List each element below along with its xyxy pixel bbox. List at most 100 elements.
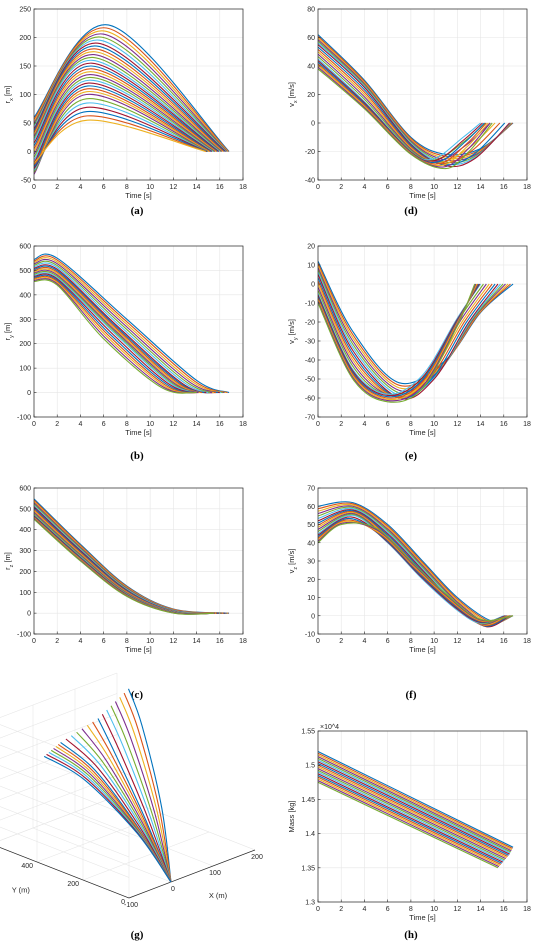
x-tick-label: 4 (78, 638, 82, 645)
x-tick-label: 14 (477, 184, 485, 191)
plot-g: -100010020002004006000100200300400500600… (0, 672, 263, 909)
x-tick-label: 2 (339, 906, 343, 913)
y-tick-label: 0 (27, 390, 31, 397)
x-tick-label: 8 (409, 906, 413, 913)
y-tick-label: 0 (27, 149, 31, 156)
wall-gridline (0, 795, 118, 841)
y-tick-label: 20 (307, 92, 315, 99)
x-tick-label: 18 (523, 421, 531, 428)
y-axis-label-base: r (3, 567, 12, 570)
series-line (34, 24, 230, 152)
series-line (318, 522, 514, 622)
x-tick-label: 2 (55, 638, 59, 645)
series-line (34, 266, 217, 394)
x-tick-label: 8 (125, 638, 129, 645)
x-tick-label: 2 (339, 421, 343, 428)
y-axis-label-base: r (3, 100, 12, 103)
series-line (34, 265, 218, 394)
x-tick-label: 12 (453, 906, 461, 913)
plot-b: 0 2 4 6 8 10 12 14 16 18-1000100200300400500600Ti… (3, 244, 247, 438)
y-axis-label-sub: y (293, 337, 299, 340)
y-tick-label: 1.3 (305, 900, 315, 907)
x-tick-label: 10 (430, 184, 438, 191)
series-line (318, 42, 511, 166)
trajectory-line (123, 692, 172, 883)
y-tick-label: -10 (305, 301, 315, 308)
trajectory-line (86, 725, 172, 883)
series-line (34, 275, 203, 394)
y-tick-label: 100 (19, 590, 31, 597)
y-tick-label: 1.55 (301, 729, 315, 736)
x-tick-label: 16 (216, 421, 224, 428)
x-tick-label: 10 (146, 638, 154, 645)
series-line (34, 68, 218, 152)
y-tick-label: -100 (17, 415, 31, 422)
floor-gridline-x (32, 827, 172, 883)
series-line (318, 771, 505, 862)
y-axis-label: vx [m/s] (287, 82, 299, 107)
x-tick-label: 0 (32, 638, 36, 645)
series-line (34, 257, 227, 394)
x-tick-label: 8 (409, 638, 413, 645)
floor-gridline-x (116, 795, 256, 851)
y-axis-label: vz [m/s] (287, 549, 299, 574)
y-tick-label: 10 (307, 595, 315, 602)
series-line (318, 514, 504, 624)
x-axis-label: Time [s] (125, 191, 151, 200)
series-line (34, 264, 220, 394)
y-tick-label: 600 (19, 244, 31, 251)
y-tick-label: 500 (19, 506, 31, 513)
series-line (318, 283, 479, 399)
y-tick-label: 400 (21, 863, 33, 870)
series-line (34, 65, 219, 152)
x-tick-label: 6 (386, 421, 390, 428)
series-line (318, 520, 511, 622)
y-tick-label: 50 (307, 522, 315, 529)
x-tick-label: 18 (239, 638, 247, 645)
trajectory-line (106, 709, 172, 883)
trajectory-line (119, 697, 172, 883)
series-line (318, 757, 511, 853)
series-line (318, 37, 513, 160)
series-group (318, 501, 514, 628)
series-line (318, 39, 512, 162)
caption-g: (g) (131, 929, 144, 941)
y-tick-label: 40 (307, 540, 315, 547)
x-axis-line (128, 849, 256, 899)
caption-b: (b) (130, 450, 144, 462)
y-tick-label: 1.5 (305, 763, 315, 770)
series-line (318, 283, 478, 401)
series-line (318, 53, 491, 162)
series-line (318, 46, 506, 166)
series-line (318, 778, 501, 867)
series-line (34, 51, 224, 152)
caption-h: (h) (404, 929, 418, 941)
x-tick-label: 16 (500, 184, 508, 191)
y-tick-label: -20 (305, 320, 315, 327)
x-axis-label: X (m) (209, 891, 228, 900)
y-tick-label: 10 (307, 263, 315, 270)
y-tick-label: -60 (305, 396, 315, 403)
y-axis-label-unit: [m/s] (287, 82, 296, 100)
series-line (34, 279, 197, 394)
y-exponent-label: ×10^4 (320, 724, 339, 731)
series-line (318, 769, 505, 861)
series-line (34, 59, 221, 152)
floor-gridline-y (0, 795, 118, 841)
series-line (318, 267, 506, 392)
caption-f: (f) (406, 689, 417, 701)
y-axis-label-sub: z (293, 567, 299, 570)
series-line (34, 79, 214, 161)
x-tick-label: 18 (239, 421, 247, 428)
trajectory-line (114, 701, 172, 883)
y-tick-label: 60 (307, 504, 315, 511)
y-tick-label: 300 (19, 317, 31, 324)
y-axis-label-base: r (3, 337, 12, 340)
series-line (34, 91, 210, 172)
series-line (34, 76, 215, 158)
series-line (318, 761, 510, 855)
x-tick-label: 8 (125, 184, 129, 191)
series-line (34, 253, 230, 394)
y-tick-label: 50 (23, 121, 31, 128)
